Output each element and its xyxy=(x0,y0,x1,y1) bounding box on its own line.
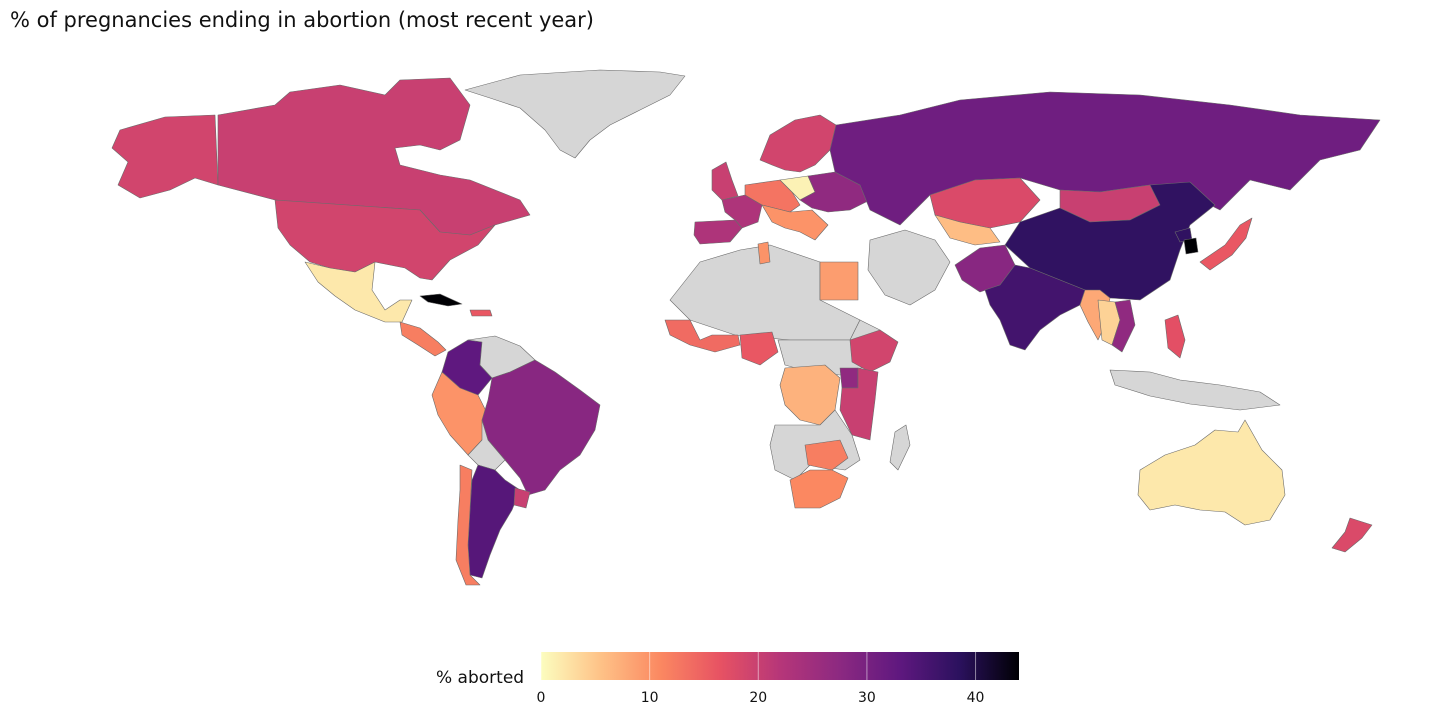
region-central-asia xyxy=(934,214,1001,246)
region-scandinavia xyxy=(759,114,837,173)
region-uganda-rwanda xyxy=(839,367,859,389)
region-alaska xyxy=(111,114,219,199)
region-ethiopia xyxy=(849,329,899,373)
colorbar-tick-label: 10 xyxy=(641,690,659,706)
colorbar: 0 10 20 30 40 xyxy=(537,652,1019,706)
region-uruguay xyxy=(513,487,531,509)
region-zimbabwe-zambia xyxy=(804,439,849,471)
region-madagascar xyxy=(889,424,911,471)
region-mexico xyxy=(304,261,413,323)
colorbar-tick-label: 0 xyxy=(537,690,546,706)
colorbar-tick-label: 30 xyxy=(858,690,876,706)
region-south-africa xyxy=(789,469,849,509)
region-argentina xyxy=(467,464,521,579)
region-italy-balkans xyxy=(761,204,829,241)
region-philippines xyxy=(1164,314,1186,359)
map-title: % of pregnancies ending in abortion (mos… xyxy=(10,8,594,32)
world-choropleth-map xyxy=(111,69,1381,586)
region-indonesia xyxy=(1109,369,1281,411)
region-middle-east xyxy=(867,229,951,306)
region-egypt xyxy=(819,261,859,301)
region-west-africa xyxy=(664,319,741,353)
region-new-zealand xyxy=(1331,517,1373,553)
region-tunisia xyxy=(757,241,771,265)
region-india xyxy=(984,264,1086,351)
colorbar-tick-label: 40 xyxy=(967,690,985,706)
region-australia xyxy=(1137,419,1286,526)
region-japan xyxy=(1199,217,1253,271)
region-united-kingdom xyxy=(711,161,739,201)
region-greenland xyxy=(464,69,686,159)
region-united-states xyxy=(274,199,496,281)
region-central-america xyxy=(399,321,447,357)
region-vietnam-cambodia xyxy=(1111,299,1136,353)
colorbar-label: % aborted xyxy=(436,668,525,688)
region-chile xyxy=(455,464,481,586)
colorbar-gradient xyxy=(541,652,1019,680)
region-nigeria xyxy=(739,331,779,366)
region-spain-portugal xyxy=(693,219,743,245)
region-cuba xyxy=(419,293,463,307)
region-caribbean xyxy=(469,309,493,317)
colorbar-tick-label: 20 xyxy=(749,690,767,706)
region-south-korea xyxy=(1183,237,1199,255)
